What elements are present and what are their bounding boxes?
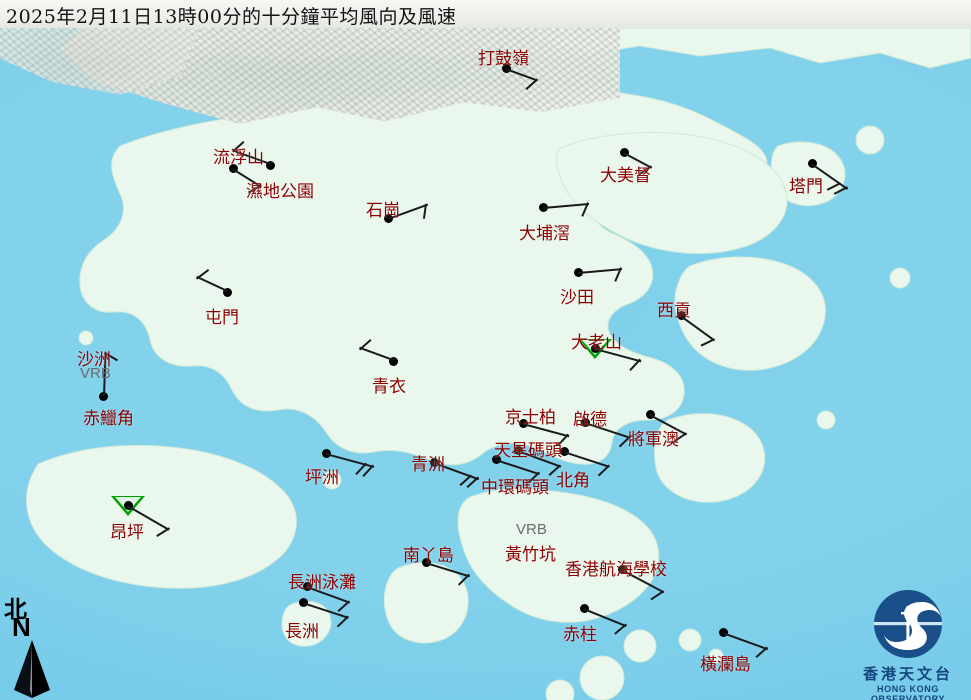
map-canvas[interactable]: 打鼓嶺 流浮山 濕地公園 石崗 大美督 大埔滘 塔門 沙田 西貢 大老山 屯門 沙洲 VRB 赤鱲角 青衣坪… (0, 28, 971, 700)
hko-logo-mark (874, 590, 942, 658)
title-bar-background (0, 0, 971, 28)
station-dot-icon (619, 147, 629, 157)
land-clearwater-bay (654, 413, 766, 503)
station-label: 屯門 (205, 308, 239, 328)
station-dot-icon (645, 409, 655, 419)
station-dot-icon (579, 603, 589, 613)
station-label: 沙洲 (77, 350, 111, 370)
station-label: 黃竹坑 (505, 545, 556, 565)
north-arrow-label-en: N (12, 612, 31, 642)
station-label: 橫瀾島 (700, 655, 751, 675)
station-label: 濕地公園 (246, 182, 314, 202)
land-cheung-chau (281, 600, 332, 647)
land-plover-cove (555, 132, 788, 255)
station-dot-icon (538, 202, 548, 212)
north-arrow-glyph (14, 640, 50, 698)
station-label: 將軍澳 (628, 430, 679, 450)
station-dot-icon (518, 418, 528, 428)
station-label: 大美督 (600, 166, 651, 186)
north-arrow: 北 N (4, 590, 64, 698)
station-dot-icon (559, 446, 569, 456)
hko-logo: 香港天文台 HONG KONG OBSERVATORY (848, 588, 968, 700)
station-label: 大埔滘 (519, 224, 570, 244)
station-label: 大老山 (571, 333, 622, 353)
station-dot-icon (617, 564, 627, 574)
station-dot-icon (383, 213, 393, 223)
station-label: 沙田 (560, 288, 594, 308)
hko-logo-text-en: HONG KONG OBSERVATORY (870, 684, 946, 700)
station-dot-icon (501, 63, 511, 73)
station-label: 青洲 (411, 455, 445, 475)
station-dot-icon (718, 627, 728, 637)
title-bar: 2025年2月11日13時00分的十分鐘平均風向及風速 (0, 0, 971, 28)
station-label: 西貢 (657, 301, 691, 321)
station-dot-icon (573, 267, 583, 277)
station-label: 南丫島 (403, 546, 454, 566)
station-label: 流浮山 (213, 148, 264, 168)
station-label: 啟德 (573, 410, 607, 430)
station-label: 赤柱 (563, 625, 597, 645)
station-dot-icon (302, 581, 312, 591)
station-dot-icon (123, 500, 133, 510)
north-arrow-label-zh: 北 (4, 596, 27, 623)
station-dot-icon (590, 343, 600, 353)
station-dot-icon (321, 448, 331, 458)
station-label: 坪洲 (305, 468, 339, 488)
station-label: 中環碼頭 (481, 478, 549, 498)
station-label: 昂坪 (110, 523, 144, 543)
land-south-island-b (579, 655, 625, 700)
coastline-layer (26, 28, 971, 700)
station-label: 北角 (556, 471, 590, 491)
land-waglan-island (708, 648, 724, 664)
land-lamma-island (383, 562, 469, 644)
station-label: 打鼓嶺 (478, 49, 529, 69)
station-dot-icon (388, 356, 398, 366)
land-peng-chau (322, 470, 342, 490)
station-dot-icon (265, 160, 275, 170)
station-label: 青衣 (372, 377, 406, 397)
station-dot-icon (421, 557, 431, 567)
land-lantau-island (26, 444, 297, 589)
station-label: 石崗 (366, 201, 400, 221)
land-sai-kung (674, 256, 826, 371)
page-title: 2025年2月11日13時00分的十分鐘平均風向及風速 (6, 6, 457, 28)
station-dot-icon (298, 597, 308, 607)
land-po-toi (545, 679, 575, 700)
station-label: 天星碼頭 (494, 441, 562, 461)
land-south-island-c (678, 628, 702, 652)
station-label: 京士柏 (505, 408, 556, 428)
land-small-island-e (889, 267, 911, 289)
land-small-island-ne (855, 125, 885, 155)
station-dot-icon (429, 457, 439, 467)
land-sha-chau (78, 330, 94, 346)
station-dot-icon (676, 310, 686, 320)
station-dot-icon (491, 454, 501, 464)
station-dot-icon (513, 445, 523, 455)
station-label: 長洲 (285, 622, 319, 642)
land-small-island-se (816, 410, 836, 430)
station-label: 香港航海學校 (565, 560, 667, 580)
station-dot-icon (580, 417, 590, 427)
station-vrb-label: VRB (516, 521, 547, 538)
station-dot-icon (807, 158, 817, 168)
station-vrb-label: VRB (80, 365, 111, 382)
station-dot-icon (98, 391, 108, 401)
hko-logo-text-zh: 香港天文台 (862, 665, 953, 683)
station-label: 塔門 (789, 177, 823, 197)
station-label: 長洲泳灘 (288, 573, 356, 593)
station-dot-icon (228, 163, 238, 173)
station-label: 赤鱲角 (83, 409, 134, 429)
land-south-island-a (623, 629, 657, 663)
land-hong-kong-island (457, 488, 660, 623)
station-dot-icon (222, 287, 232, 297)
